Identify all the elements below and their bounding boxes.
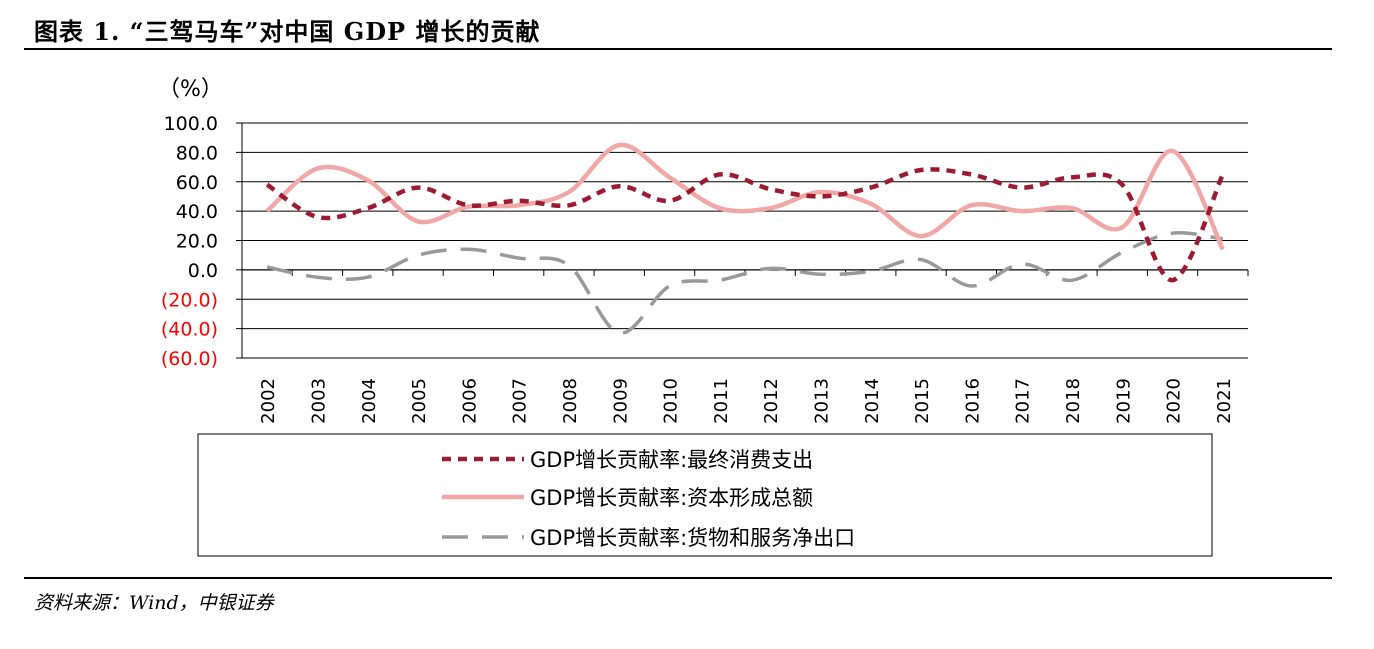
x-tick-label: 2015	[912, 378, 933, 424]
top-rule	[24, 48, 1332, 50]
legend-label-net-exports: GDP增长贡献率:货物和服务净出口	[530, 526, 855, 550]
x-tick-label: 2002	[258, 378, 279, 424]
y-tick-label: 100.0	[164, 113, 218, 135]
y-tick-label: 60.0	[176, 172, 218, 194]
y-tick-label: 0.0	[188, 260, 218, 282]
x-tick-label: 2010	[661, 378, 682, 424]
x-tick-label: 2004	[359, 378, 380, 424]
legend-label-consumption: GDP增长贡献率:最终消费支出	[530, 448, 813, 472]
figure-title: 图表 1. “三驾马车”对中国 GDP 增长的贡献	[34, 17, 541, 46]
x-tick-label: 2016	[962, 378, 983, 424]
x-tick-label: 2012	[761, 378, 782, 424]
x-tick-label: 2008	[560, 378, 581, 424]
series-lines	[265, 142, 1225, 335]
bottom-rule	[24, 577, 1332, 579]
source-note: 资料来源：Wind，中银证券	[34, 592, 274, 614]
y-tick-label: (60.0)	[161, 348, 218, 370]
x-tick-label: 2009	[610, 378, 631, 424]
y-tick-label: 40.0	[176, 201, 218, 223]
x-tick-label: 2018	[1063, 378, 1084, 424]
x-tick-label: 2006	[459, 378, 480, 424]
y-unit-label: （%）	[158, 77, 223, 102]
gridlines	[242, 122, 1248, 359]
tick-labels: 100.0 80.0 60.0 40.0 20.0 0.0 (20.0) (40.0) (60.…	[161, 113, 1235, 424]
x-tick-label: 2013	[811, 378, 832, 424]
legend-box	[197, 433, 1213, 557]
x-tick-label: 2021	[1214, 378, 1235, 424]
x-tick-label: 2007	[510, 378, 531, 424]
legend: GDP增长贡献率:最终消费支出 GDP增长贡献率:资本形成总额 GDP增长贡献率:货…	[197, 433, 1213, 557]
y-tick-label: (40.0)	[161, 319, 218, 341]
y-tick-label: 20.0	[176, 231, 218, 253]
x-tick-label: 2005	[409, 378, 430, 424]
y-tick-label: (20.0)	[161, 289, 218, 311]
legend-label-capital-formation: GDP增长贡献率:资本形成总额	[530, 486, 813, 510]
x-tick-label: 2014	[862, 378, 883, 424]
x-tick-label: 2017	[1013, 378, 1034, 424]
series-line-consumption	[265, 167, 1225, 283]
y-tick-label: 80.0	[176, 142, 218, 164]
series-line-net-exports	[266, 231, 1224, 335]
x-tick-label: 2011	[711, 378, 732, 424]
x-tick-label: 2003	[308, 378, 329, 424]
series-line-capital-formation	[265, 142, 1225, 251]
x-tick-label: 2019	[1113, 378, 1134, 424]
x-tick-label: 2020	[1164, 378, 1185, 424]
